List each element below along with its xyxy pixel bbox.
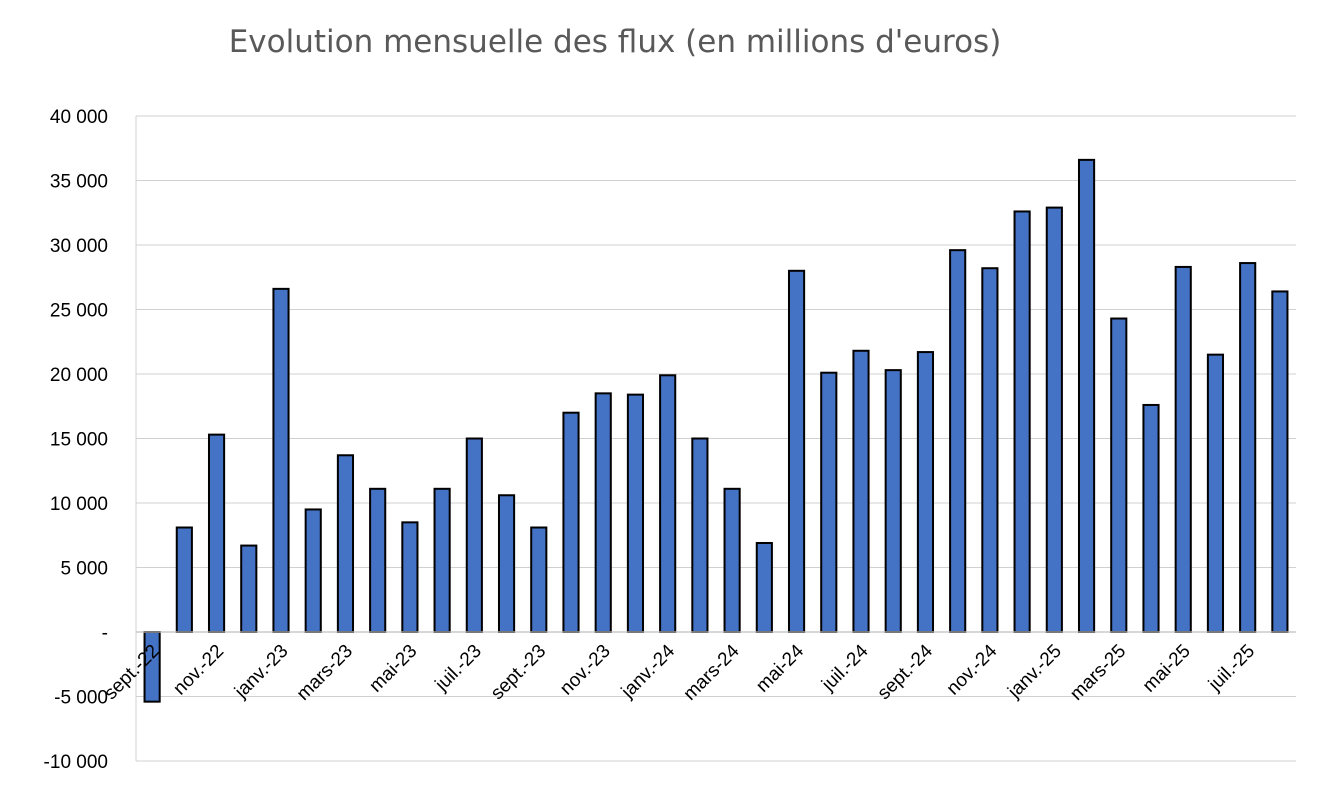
x-tick-label: sept.-23 — [487, 641, 550, 704]
y-tick-label: 10 000 — [50, 494, 108, 515]
bar-févr.-23 — [304, 508, 322, 634]
bar-déc.-22 — [240, 544, 258, 634]
bar-oct.-23 — [562, 411, 580, 634]
x-tick-label: mars-23 — [293, 641, 357, 705]
y-tick-label: 35 000 — [50, 172, 108, 193]
bar-janv.-25 — [1045, 206, 1063, 633]
bar-avr.-25 — [1142, 403, 1160, 633]
x-tick-label: janv.-25 — [1004, 641, 1066, 703]
bars — [143, 158, 1289, 703]
x-tick-label: mai-25 — [1139, 641, 1195, 697]
y-tick-label: 15 000 — [50, 430, 108, 451]
y-tick-label: 5 000 — [60, 559, 108, 580]
bar-juil.-23 — [465, 437, 483, 633]
bar-mars-23 — [336, 454, 355, 633]
bar-déc.-23 — [626, 393, 645, 634]
bar-nov.-22 — [207, 433, 226, 633]
y-tick-label: 30 000 — [50, 236, 108, 257]
bar-avr.-24 — [755, 541, 773, 633]
x-tick-label: janv.-23 — [230, 641, 292, 703]
chart-title: Evolution mensuelle des flux (en million… — [228, 24, 1002, 60]
y-tick-label: - — [102, 623, 108, 644]
x-tick-label: nov.-23 — [556, 641, 615, 700]
x-tick-label: mars-24 — [680, 640, 744, 704]
bar-mai-24 — [787, 269, 806, 633]
x-tick-label: sept.-24 — [874, 640, 938, 704]
y-tick-label: 20 000 — [50, 365, 108, 386]
bar-mars-24 — [723, 487, 741, 633]
x-axis: sept.-22 nov.-22 janv.-23 mars-23 mai-23 juil… — [100, 631, 1296, 705]
bar-juil.-25 — [1239, 262, 1257, 633]
x-tick-label: mai-24 — [752, 640, 808, 696]
bar-févr.-25 — [1077, 158, 1096, 634]
bar-nov.-23 — [594, 392, 612, 633]
bar-juin-25 — [1206, 353, 1225, 633]
x-tick-label: juil.-25 — [1204, 641, 1259, 696]
bar-août-24 — [884, 369, 902, 633]
y-tick-label: 25 000 — [50, 301, 108, 322]
bar-juin-24 — [820, 371, 838, 633]
bar-mai-25 — [1174, 265, 1192, 633]
y-tick-label: -5 000 — [54, 688, 108, 709]
bar-janv.-24 — [659, 374, 677, 633]
bar-nov.-24 — [981, 267, 999, 633]
bar-août-23 — [497, 494, 516, 634]
bar-mars-25 — [1110, 317, 1128, 633]
x-tick-label: janv.-24 — [617, 640, 680, 703]
x-tick-label: mars-25 — [1066, 641, 1130, 705]
bar-mai-23 — [401, 521, 419, 633]
bar-août-25 — [1271, 290, 1289, 633]
bar-déc.-24 — [1013, 210, 1031, 634]
y-tick-label: -10 000 — [44, 752, 108, 773]
x-tick-label: nov.-22 — [169, 641, 228, 700]
bar-oct.-24 — [949, 249, 967, 633]
bar-avr.-23 — [369, 487, 387, 633]
x-tick-label: juil.-23 — [431, 641, 486, 696]
bar-sept.-23 — [530, 526, 548, 634]
x-tick-label: juil.-24 — [817, 640, 872, 695]
bar-juil.-24 — [852, 349, 870, 633]
bar-sept.-24 — [916, 351, 935, 633]
x-tick-label: nov.-24 — [943, 640, 1002, 699]
bar-juin-23 — [433, 487, 451, 633]
bar-févr.-24 — [691, 437, 709, 633]
y-tick-label: 40 000 — [50, 107, 108, 128]
bar-oct.-22 — [175, 526, 193, 634]
x-tick-label: mai-23 — [366, 641, 422, 697]
bar-janv.-23 — [272, 287, 290, 633]
